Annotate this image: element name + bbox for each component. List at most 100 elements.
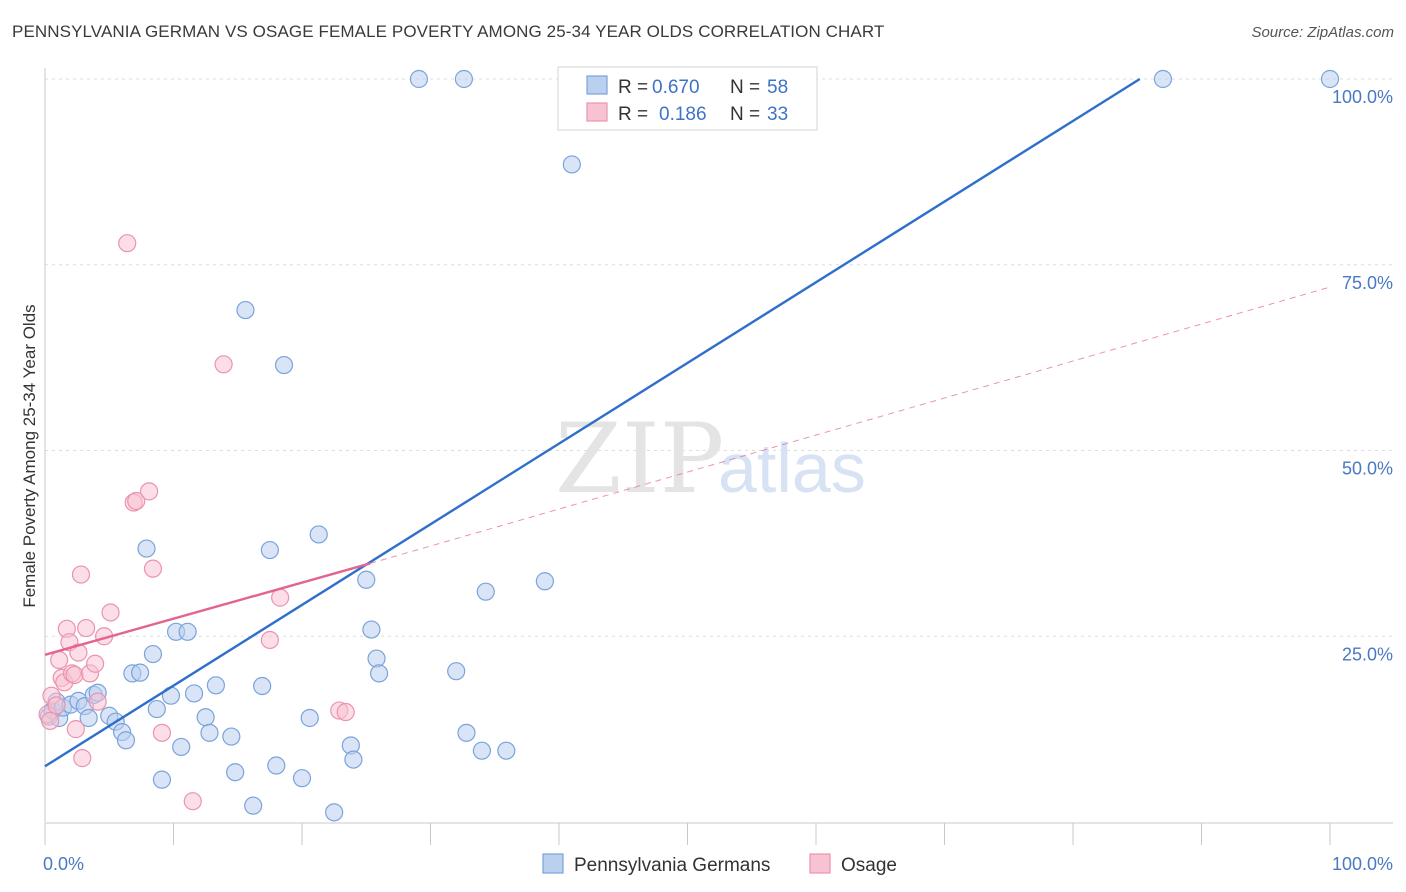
legend-n-label: N = (730, 77, 760, 98)
point-osage (118, 234, 137, 253)
trend-line-pennsylvania (44, 77, 1141, 768)
point-osage (66, 720, 85, 739)
point-pennsylvania (367, 649, 386, 668)
point-pennsylvania (152, 770, 172, 789)
point-osage (101, 603, 120, 622)
legend-swatch-osage (586, 102, 608, 122)
point-osage (77, 618, 96, 638)
y-axis-label: Female Poverty Among 25-34 Year Olds (20, 304, 39, 607)
point-pennsylvania (137, 539, 156, 558)
point-pennsylvania (184, 684, 204, 703)
point-pennsylvania (1153, 69, 1173, 89)
point-osage (88, 692, 107, 711)
legend-r-value: 0.670 (652, 77, 700, 98)
trend-line-extension-osage (369, 286, 1331, 564)
point-osage (260, 630, 279, 650)
point-pennsylvania (292, 769, 312, 788)
point-pennsylvania (476, 582, 495, 601)
source-credit: Source: ZipAtlas.com (1251, 24, 1394, 41)
point-osage (152, 723, 172, 742)
point-osage (69, 643, 88, 662)
watermark-atlas: atlas (718, 429, 866, 507)
point-osage (41, 711, 60, 731)
point-osage (139, 482, 159, 501)
bottom-legend-label-osage: Osage (841, 855, 897, 876)
point-pennsylvania (79, 708, 98, 728)
point-pennsylvania (116, 731, 136, 750)
point-osage (127, 491, 146, 511)
point-pennsylvania (130, 663, 150, 682)
point-pennsylvania (447, 662, 466, 681)
point-pennsylvania (309, 525, 328, 544)
point-pennsylvania (300, 708, 319, 728)
watermark-zip: ZIP (555, 403, 724, 515)
legend-r-value: 0.186 (659, 104, 707, 125)
point-pennsylvania (457, 723, 476, 742)
legend-r-label: R = (618, 77, 648, 98)
point-pennsylvania (200, 723, 219, 742)
point-osage (86, 654, 105, 673)
x-tick-label: 100.0% (1332, 854, 1393, 874)
point-pennsylvania (454, 69, 474, 89)
trend-line-osage (44, 562, 371, 656)
legend-n-value: 58 (767, 77, 788, 98)
point-pennsylvania (267, 756, 286, 775)
point-pennsylvania (172, 737, 191, 757)
point-osage (336, 702, 355, 722)
point-pennsylvania (178, 622, 197, 641)
point-pennsylvania (344, 750, 363, 769)
axes (44, 68, 1393, 845)
x-tick-label: 0.0% (43, 854, 84, 874)
point-pennsylvania (1320, 69, 1340, 89)
bottom-legend-label-pennsylvania: Pennsylvania Germans (574, 855, 770, 876)
point-pennsylvania (562, 155, 581, 174)
point-pennsylvania (362, 620, 381, 639)
point-osage (73, 749, 92, 768)
point-osage (214, 355, 233, 374)
point-pennsylvania (143, 644, 163, 664)
point-pennsylvania (260, 540, 279, 560)
point-pennsylvania (206, 676, 226, 695)
point-osage (65, 665, 84, 684)
point-pennsylvania (472, 741, 491, 760)
point-pennsylvania (357, 570, 376, 589)
legend-r-label: R = (618, 104, 648, 125)
y-tick-label: 75.0% (1342, 273, 1393, 293)
point-pennsylvania (196, 708, 215, 727)
point-pennsylvania (236, 300, 255, 320)
point-pennsylvania (274, 355, 294, 375)
point-osage (143, 559, 163, 578)
legend-n-label: N = (730, 104, 760, 125)
y-tick-label: 25.0% (1342, 644, 1393, 664)
point-pennsylvania (253, 676, 272, 696)
bottom-legend-swatch-pennsylvania (542, 853, 564, 874)
data-points (38, 69, 1340, 822)
point-osage (47, 696, 66, 715)
trend-lines (44, 77, 1331, 768)
legend: R = 0.670 N = 58 R = 0.186 N = 33 (557, 66, 818, 131)
point-osage (271, 588, 290, 607)
point-pennsylvania (325, 803, 344, 822)
point-osage (50, 650, 69, 670)
point-pennsylvania (409, 69, 429, 89)
point-pennsylvania (226, 763, 245, 782)
grid-lines (45, 78, 1393, 637)
bottom-legend: Pennsylvania Germans Osage (542, 853, 897, 876)
chart-title: PENNSYLVANIA GERMAN VS OSAGE FEMALE POVE… (12, 22, 885, 41)
point-osage (183, 792, 202, 811)
point-pennsylvania (535, 572, 554, 591)
point-pennsylvania (222, 727, 241, 746)
tick-labels: 25.0% 50.0% 75.0% 100.0% 0.0% 100.0% (43, 87, 1393, 874)
y-tick-label: 100.0% (1332, 87, 1393, 107)
point-pennsylvania (370, 664, 389, 683)
y-tick-label: 50.0% (1342, 459, 1393, 479)
point-osage (71, 565, 91, 584)
point-pennsylvania (244, 796, 263, 815)
watermark: ZIP atlas (555, 403, 866, 515)
point-pennsylvania (497, 741, 516, 760)
bottom-legend-swatch-osage (809, 853, 831, 874)
point-pennsylvania (147, 699, 166, 719)
legend-swatch-pennsylvania (586, 75, 608, 95)
legend-n-value: 33 (767, 104, 788, 125)
